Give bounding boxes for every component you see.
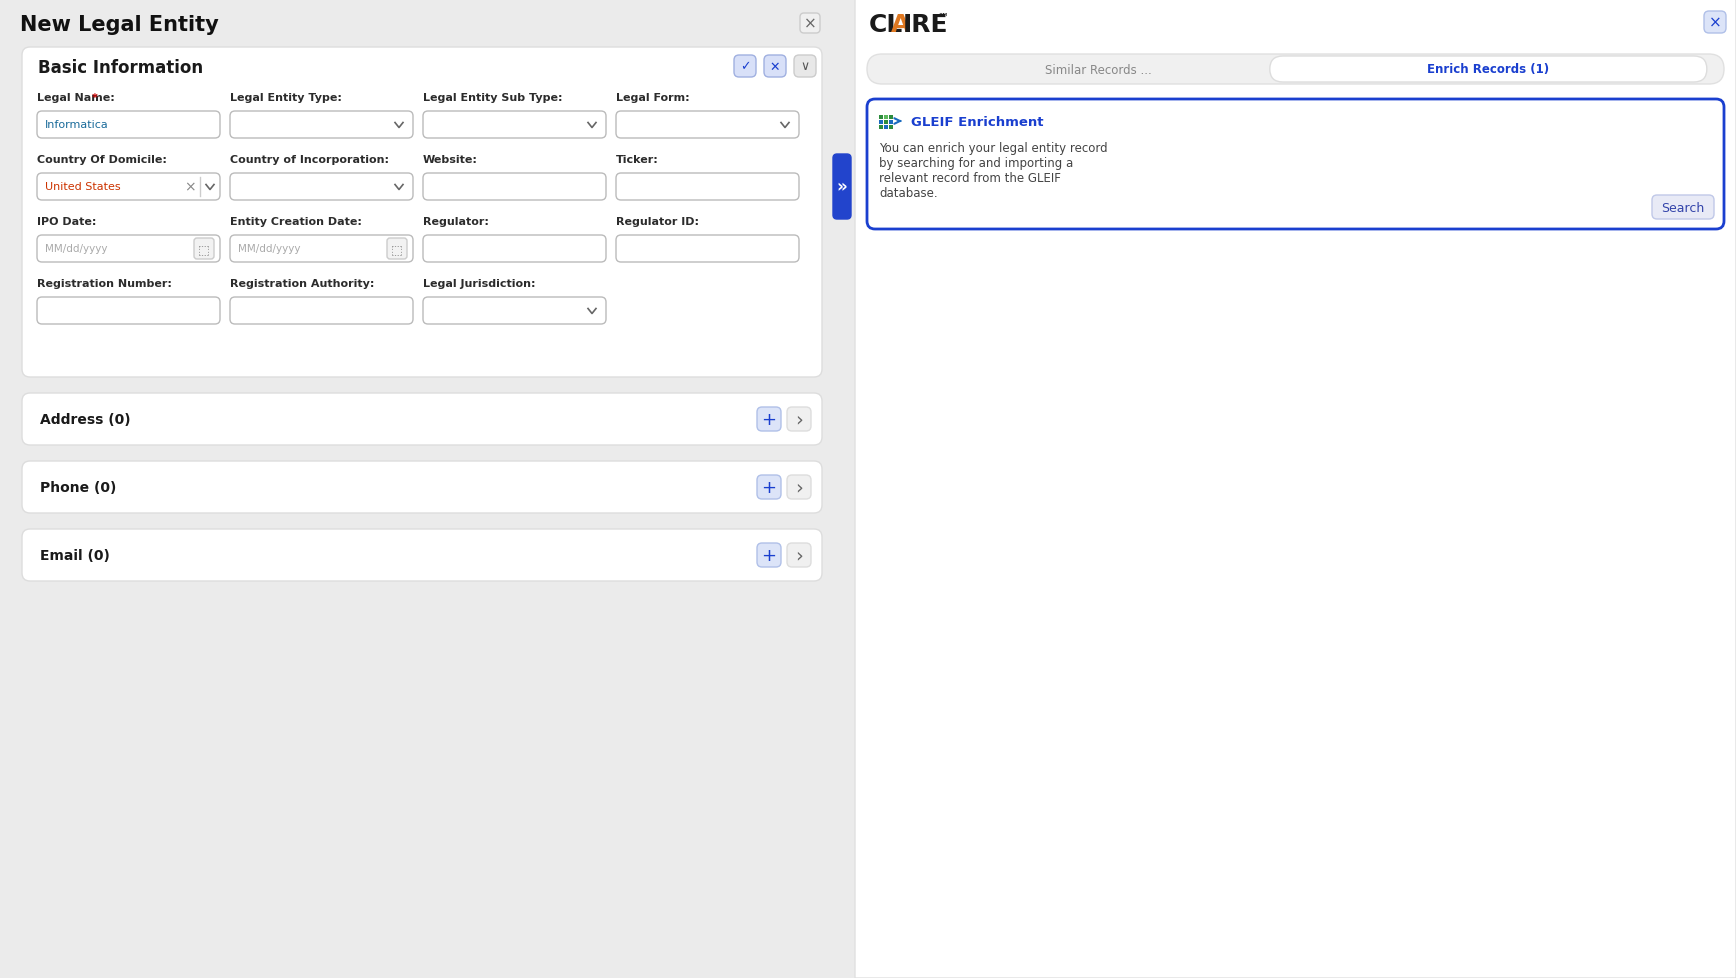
Bar (878, 115, 884, 120)
Text: +: + (762, 547, 776, 564)
FancyBboxPatch shape (229, 297, 413, 325)
Bar (889, 121, 892, 125)
Text: Address (0): Address (0) (40, 413, 130, 426)
Text: ™: ™ (937, 13, 948, 22)
FancyBboxPatch shape (866, 55, 1724, 85)
Text: You can enrich your legal entity record: You can enrich your legal entity record (878, 142, 1108, 155)
FancyBboxPatch shape (786, 544, 811, 567)
Text: *: * (92, 93, 97, 103)
Text: Entity Creation Date:: Entity Creation Date: (229, 217, 361, 227)
FancyBboxPatch shape (36, 297, 220, 325)
FancyBboxPatch shape (1705, 12, 1726, 34)
Text: ›: › (795, 410, 802, 429)
FancyBboxPatch shape (424, 174, 606, 200)
Text: Legal Jurisdiction:: Legal Jurisdiction: (424, 279, 535, 289)
FancyBboxPatch shape (229, 174, 413, 200)
Text: ×: × (804, 17, 816, 31)
Bar (889, 126, 892, 130)
Text: Regulator ID:: Regulator ID: (616, 217, 700, 227)
Text: Legal Entity Sub Type:: Legal Entity Sub Type: (424, 93, 562, 103)
FancyBboxPatch shape (23, 462, 823, 513)
Bar (889, 115, 892, 120)
Text: Ticker:: Ticker: (616, 155, 658, 165)
Text: IPO Date:: IPO Date: (36, 217, 97, 227)
Text: Phone (0): Phone (0) (40, 480, 116, 495)
Text: +: + (762, 478, 776, 497)
Text: Country Of Domicile:: Country Of Domicile: (36, 155, 167, 165)
Text: Basic Information: Basic Information (38, 59, 203, 77)
FancyBboxPatch shape (23, 48, 823, 378)
FancyBboxPatch shape (757, 544, 781, 567)
Text: Registration Number:: Registration Number: (36, 279, 172, 289)
Bar (884, 121, 889, 125)
FancyBboxPatch shape (757, 408, 781, 431)
Text: »: » (837, 178, 847, 197)
Text: Registration Authority:: Registration Authority: (229, 279, 375, 289)
FancyBboxPatch shape (833, 155, 851, 220)
FancyBboxPatch shape (36, 236, 220, 263)
Text: CL: CL (870, 13, 903, 37)
FancyBboxPatch shape (229, 236, 413, 263)
Text: database.: database. (878, 187, 937, 200)
FancyBboxPatch shape (23, 529, 823, 581)
Text: relevant record from the GLEIF: relevant record from the GLEIF (878, 172, 1061, 185)
FancyBboxPatch shape (800, 14, 819, 34)
FancyBboxPatch shape (194, 239, 214, 260)
FancyBboxPatch shape (757, 475, 781, 500)
Text: Email (0): Email (0) (40, 549, 109, 562)
Bar (878, 121, 884, 125)
FancyBboxPatch shape (866, 100, 1724, 230)
Text: Informatica: Informatica (45, 120, 109, 130)
Text: Website:: Website: (424, 155, 477, 165)
Text: A: A (891, 13, 910, 37)
Text: ×: × (184, 180, 196, 195)
FancyBboxPatch shape (424, 111, 606, 139)
Text: ⬚: ⬚ (198, 243, 210, 255)
Text: Regulator:: Regulator: (424, 217, 490, 227)
Text: United States: United States (45, 182, 120, 193)
Text: Legal Name:: Legal Name: (36, 93, 115, 103)
Text: Enrich Records (1): Enrich Records (1) (1427, 64, 1550, 76)
FancyBboxPatch shape (1653, 196, 1713, 220)
Text: ×: × (1708, 16, 1722, 30)
FancyBboxPatch shape (387, 239, 406, 260)
Text: MM/dd/yyyy: MM/dd/yyyy (238, 244, 300, 254)
FancyBboxPatch shape (786, 475, 811, 500)
Text: MM/dd/yyyy: MM/dd/yyyy (45, 244, 108, 254)
FancyBboxPatch shape (424, 236, 606, 263)
Text: Similar Records ...: Similar Records ... (1045, 64, 1151, 76)
Text: Search: Search (1661, 201, 1705, 214)
Bar (878, 126, 884, 130)
Text: ∨: ∨ (800, 61, 809, 73)
Text: New Legal Entity: New Legal Entity (21, 15, 219, 35)
FancyBboxPatch shape (734, 56, 755, 78)
Text: ✕: ✕ (769, 61, 779, 73)
FancyBboxPatch shape (616, 174, 799, 200)
FancyBboxPatch shape (764, 56, 786, 78)
Text: ✓: ✓ (740, 61, 750, 73)
Text: IRE: IRE (903, 13, 948, 37)
Text: ⬚: ⬚ (391, 243, 403, 255)
Text: by searching for and importing a: by searching for and importing a (878, 156, 1073, 170)
FancyBboxPatch shape (424, 297, 606, 325)
Bar (884, 115, 889, 120)
FancyBboxPatch shape (616, 236, 799, 263)
Text: ›: › (795, 546, 802, 565)
FancyBboxPatch shape (36, 174, 220, 200)
Text: ›: › (795, 478, 802, 497)
Text: GLEIF Enrichment: GLEIF Enrichment (911, 115, 1043, 128)
FancyBboxPatch shape (1269, 57, 1706, 83)
Text: +: + (762, 411, 776, 428)
Text: Country of Incorporation:: Country of Incorporation: (229, 155, 389, 165)
Text: Legal Form:: Legal Form: (616, 93, 689, 103)
FancyBboxPatch shape (793, 56, 816, 78)
FancyBboxPatch shape (786, 408, 811, 431)
Bar (884, 126, 889, 130)
Text: Legal Entity Type:: Legal Entity Type: (229, 93, 342, 103)
FancyBboxPatch shape (616, 111, 799, 139)
FancyBboxPatch shape (856, 0, 1736, 978)
FancyBboxPatch shape (36, 111, 220, 139)
FancyBboxPatch shape (229, 111, 413, 139)
FancyBboxPatch shape (23, 393, 823, 446)
